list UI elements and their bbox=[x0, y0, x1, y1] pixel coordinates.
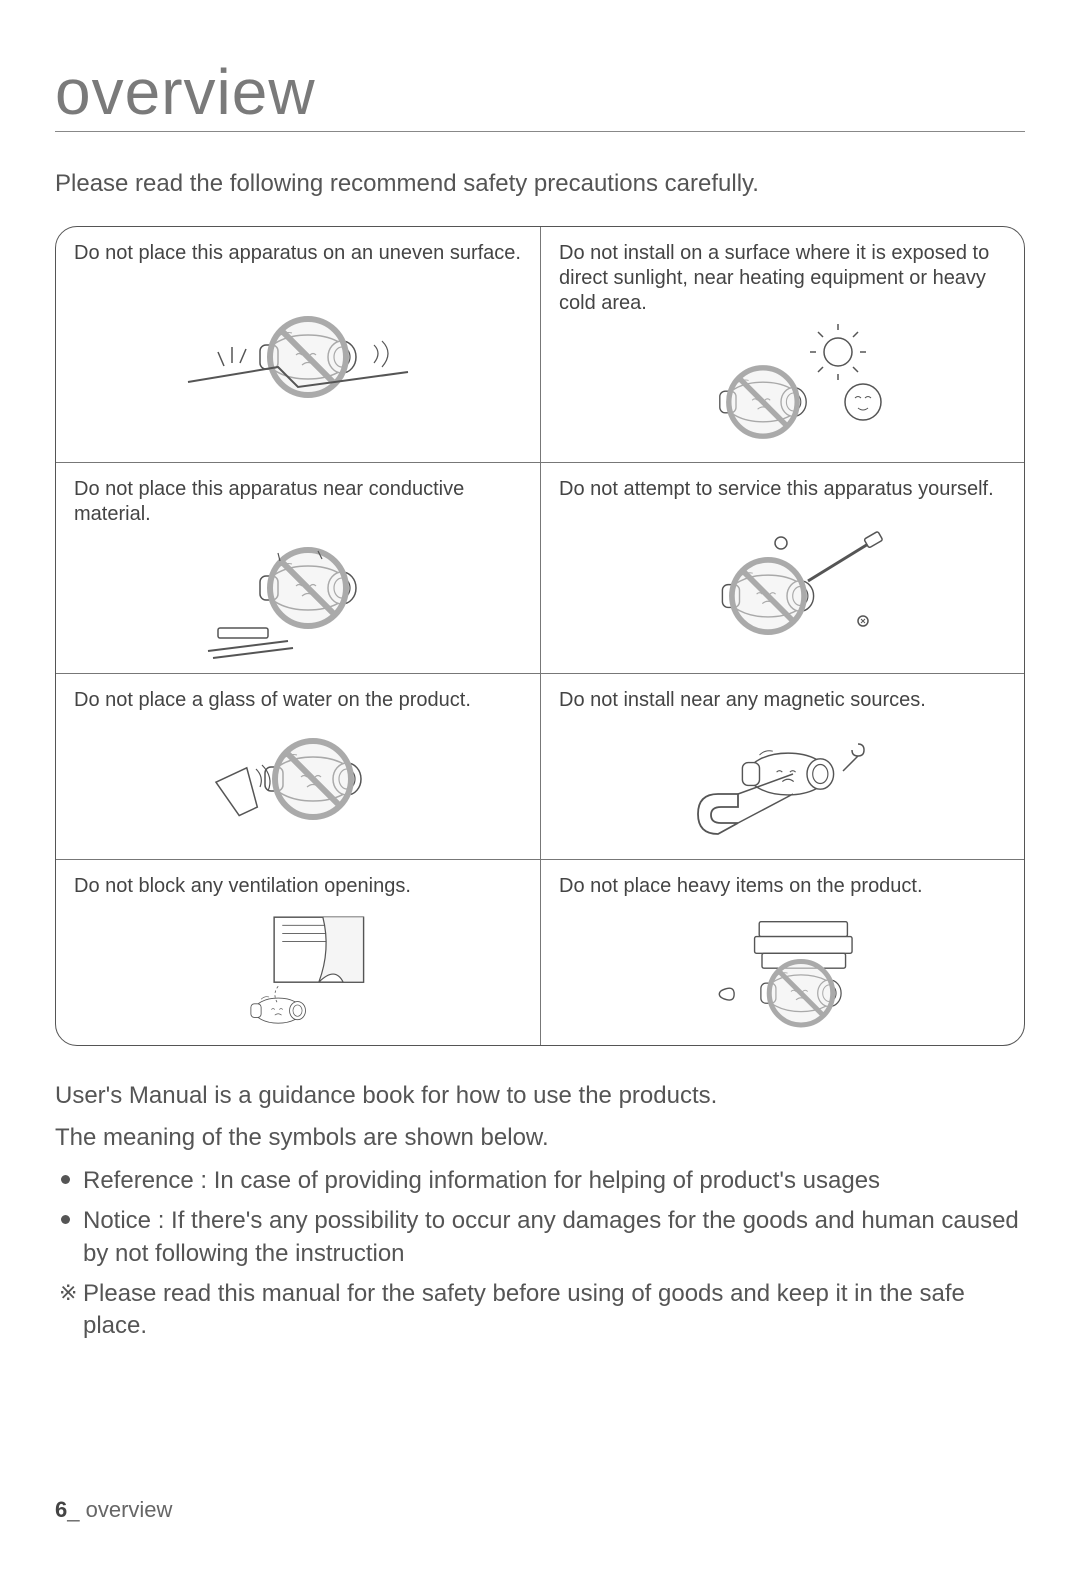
cell-conductive: Do not place this apparatus near conduct… bbox=[56, 463, 540, 673]
grid-row: Do not place this apparatus on an uneven… bbox=[56, 227, 1024, 462]
cell-text: Do not install near any magnetic sources… bbox=[559, 688, 1006, 713]
cell-service: Do not attempt to service this apparatus… bbox=[540, 463, 1024, 673]
precautions-grid: Do not place this apparatus on an uneven… bbox=[55, 226, 1025, 1046]
cell-uneven-surface: Do not place this apparatus on an uneven… bbox=[56, 227, 540, 462]
cell-sunlight: Do not install on a surface where it is … bbox=[540, 227, 1024, 462]
cell-text: Do not place a glass of water on the pro… bbox=[74, 688, 522, 713]
illustration-heavy bbox=[559, 899, 1006, 1035]
cell-text: Do not attempt to service this apparatus… bbox=[559, 477, 1006, 502]
para-symbols: The meaning of the symbols are shown bel… bbox=[55, 1122, 1025, 1154]
cell-text: Do not block any ventilation openings. bbox=[74, 874, 522, 899]
grid-row: Do not place this apparatus near conduct… bbox=[56, 462, 1024, 673]
page-title: overview bbox=[55, 55, 1025, 132]
illustration-sunlight bbox=[559, 316, 1006, 452]
illustration-uneven bbox=[74, 266, 522, 452]
body-text: User's Manual is a guidance book for how… bbox=[55, 1080, 1025, 1343]
cell-text: Do not place heavy items on the product. bbox=[559, 874, 1006, 899]
cell-water: Do not place a glass of water on the pro… bbox=[56, 674, 540, 859]
page-number: 6 bbox=[55, 1497, 67, 1522]
footer-section: _ overview bbox=[67, 1497, 172, 1522]
bullet-reference: Reference : In case of providing informa… bbox=[61, 1165, 1025, 1197]
bullet-notice: Notice : If there's any possibility to o… bbox=[61, 1205, 1025, 1270]
intro-text: Please read the following recommend safe… bbox=[55, 170, 1025, 198]
illustration-conductive bbox=[74, 527, 522, 663]
cell-ventilation: Do not block any ventilation openings. bbox=[56, 860, 540, 1045]
illustration-water bbox=[74, 713, 522, 849]
bullet-safety: Please read this manual for the safety b… bbox=[61, 1278, 1025, 1343]
illustration-magnetic bbox=[559, 713, 1006, 849]
illustration-ventilation bbox=[74, 899, 522, 1035]
cell-text: Do not place this apparatus near conduct… bbox=[74, 477, 522, 527]
cell-text: Do not place this apparatus on an uneven… bbox=[74, 241, 522, 266]
cell-magnetic: Do not install near any magnetic sources… bbox=[540, 674, 1024, 859]
page-footer: 6_ overview bbox=[55, 1497, 172, 1523]
cell-heavy-items: Do not place heavy items on the product. bbox=[540, 860, 1024, 1045]
illustration-service bbox=[559, 502, 1006, 663]
cell-text: Do not install on a surface where it is … bbox=[559, 241, 1006, 316]
grid-row: Do not block any ventilation openings. D… bbox=[56, 859, 1024, 1045]
grid-row: Do not place a glass of water on the pro… bbox=[56, 673, 1024, 859]
para-manual: User's Manual is a guidance book for how… bbox=[55, 1080, 1025, 1112]
